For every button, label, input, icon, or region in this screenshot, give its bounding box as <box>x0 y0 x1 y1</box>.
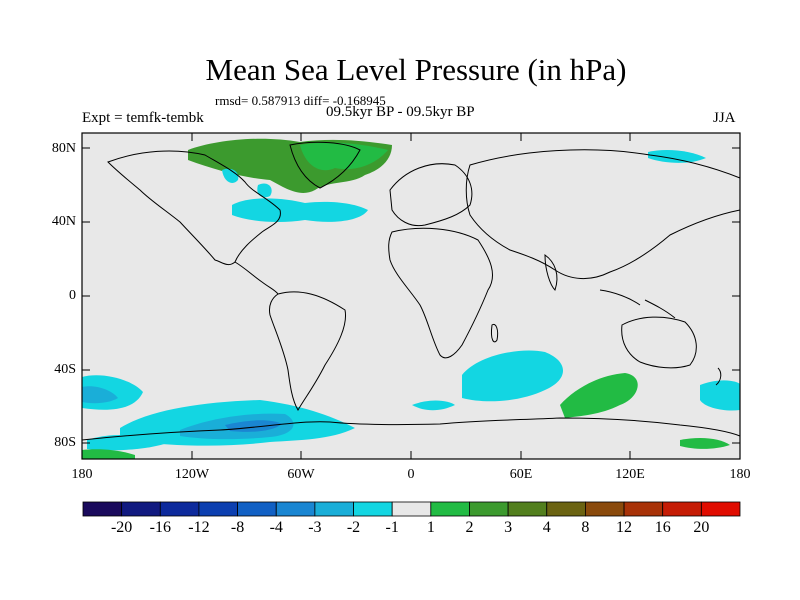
colorbar-swatch <box>82 501 123 517</box>
colorbar-label: -2 <box>346 519 361 536</box>
lat-label-40s: 40S <box>54 362 76 377</box>
colorbar-swatch <box>507 501 548 517</box>
coastlines <box>81 141 741 441</box>
colorbar-label: 1 <box>426 519 435 536</box>
colorbar-label: -8 <box>230 519 245 536</box>
colorbar-label: -16 <box>149 519 171 536</box>
colorbar-swatch <box>275 501 316 517</box>
lon-label-120e: 120E <box>615 467 645 482</box>
colorbar-label: 20 <box>693 519 710 536</box>
lat-label-80n: 80N <box>51 141 76 156</box>
colorbar-label: -20 <box>110 519 133 536</box>
colorbar-swatch <box>662 501 702 517</box>
coastline-central-america <box>234 261 279 295</box>
anomaly-ross-sea-negative <box>87 434 170 451</box>
anomaly-north-atlantic-negative <box>232 198 368 223</box>
colorbar-label: 3 <box>504 519 513 536</box>
map-background <box>82 133 740 459</box>
colorbar-swatch <box>700 501 741 517</box>
anomaly-south-indian-negative <box>462 350 564 402</box>
coastline-asia <box>465 149 741 279</box>
colorbar-label: 4 <box>542 519 551 536</box>
anomaly-labrador-negative <box>257 183 272 198</box>
coastline-north-america <box>107 150 281 266</box>
anomaly-south-pacific-west-core <box>82 386 118 404</box>
lon-label-60e: 60E <box>509 467 533 482</box>
coastline-madagascar <box>491 323 499 343</box>
colorbar-label: -3 <box>308 519 322 536</box>
colorbar <box>82 501 741 517</box>
colorbar-label: -4 <box>269 519 283 536</box>
anomaly-arctic-green <box>300 142 388 171</box>
colorbar-swatch <box>546 501 586 517</box>
coastline-south-america <box>269 291 347 411</box>
anomaly-antarctic-edge-positive <box>82 449 135 459</box>
lat-label-40n: 40N <box>51 214 76 229</box>
lat-label-80s: 80S <box>54 435 76 450</box>
coastline-indonesia <box>599 289 676 319</box>
colorbar-swatch <box>469 501 509 517</box>
stats-line: rmsd= 0.587913 diff= -0.168945 <box>215 93 386 108</box>
coastline-india <box>544 254 558 291</box>
colorbar-label: -1 <box>385 519 399 536</box>
lon-label-180e: 180 <box>729 467 751 482</box>
colorbar-swatch <box>159 501 200 517</box>
anomaly-antarctic-east-positive <box>680 437 730 449</box>
coastline-antarctica <box>81 417 741 441</box>
lon-label-60w: 60W <box>287 467 315 482</box>
anomaly-south-pacific-east-negative <box>700 380 740 411</box>
experiment-label: Expt = temfk-tembk <box>82 110 204 126</box>
lon-label-180w: 180 <box>71 467 93 482</box>
colorbar-swatch <box>391 501 432 517</box>
anomaly-southern-ocean-positive <box>560 373 638 418</box>
colorbar-swatch <box>237 501 277 517</box>
coastline-new-zealand <box>715 367 722 386</box>
colorbar-swatch <box>314 501 354 517</box>
season-label: JJA <box>713 110 736 126</box>
colorbar-label: 2 <box>465 519 474 536</box>
coastline-greenland <box>289 141 361 189</box>
lon-label-120w: 120W <box>174 467 210 482</box>
colorbar-label: -12 <box>188 519 210 536</box>
coastline-africa <box>388 227 493 359</box>
anomaly-arctic-pacific-negative <box>648 150 706 163</box>
lon-label-0: 0 <box>407 467 415 482</box>
anomaly-south-atlantic-negative <box>412 400 455 411</box>
colorbar-label: 8 <box>581 519 590 536</box>
lat-label-0: 0 <box>69 288 76 303</box>
colorbar-swatch <box>121 501 161 517</box>
colorbar-swatch <box>585 501 625 517</box>
colorbar-swatch <box>623 501 664 517</box>
anomaly-fields <box>82 138 740 459</box>
coastline-europe <box>389 163 473 227</box>
coastline-australia <box>621 316 697 369</box>
colorbar-label: 12 <box>616 519 633 536</box>
colorbar-swatch <box>198 501 238 517</box>
colorbar-swatch <box>353 501 393 517</box>
period-label: 09.5kyr BP - 09.5kyr BP <box>326 104 475 120</box>
axis-ticks <box>81 133 741 459</box>
colorbar-label: 16 <box>654 519 671 536</box>
map-title: Mean Sea Level Pressure (in hPa) <box>205 52 627 87</box>
colorbar-swatch <box>430 501 470 517</box>
